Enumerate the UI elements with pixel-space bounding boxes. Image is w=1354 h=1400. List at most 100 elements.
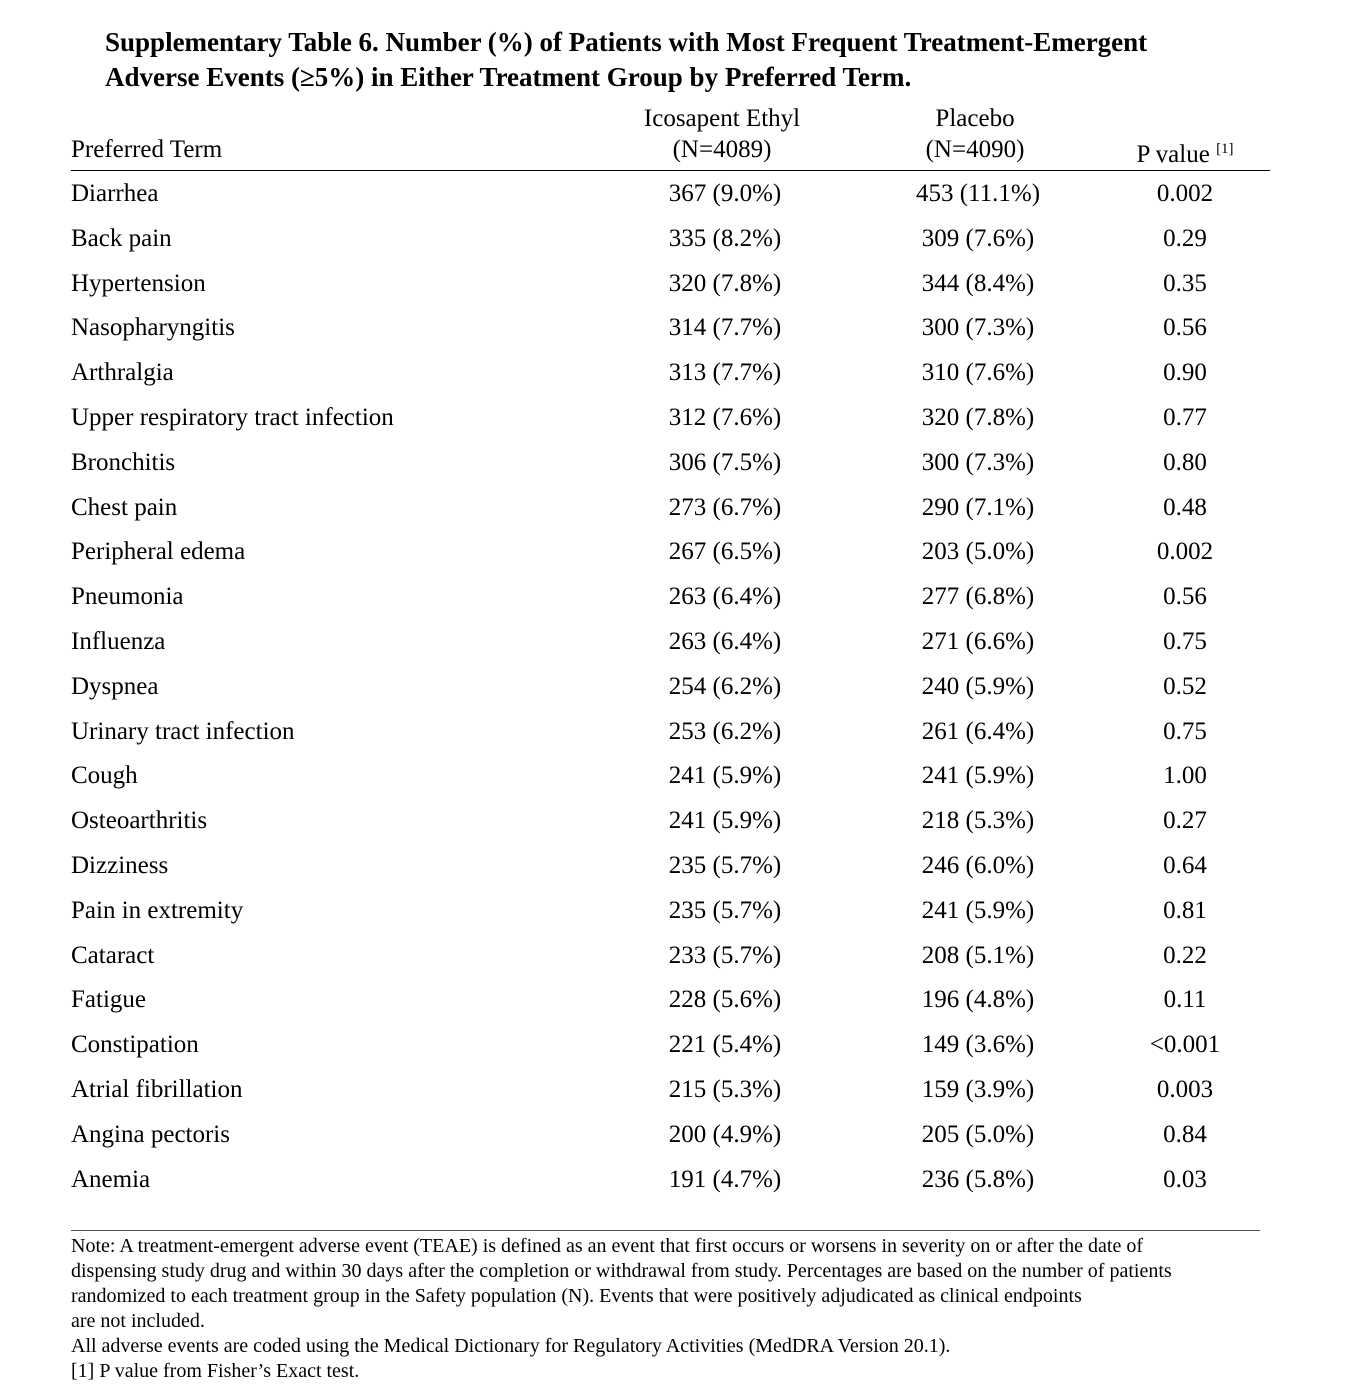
count-cell: 241 (5.9%): [668, 762, 782, 790]
term-cell: Pain in extremity: [71, 896, 244, 924]
term-cell: Atrial fibrillation: [71, 1076, 243, 1103]
term-cell: Bronchitis: [71, 448, 176, 476]
p-value-cell: 0.002: [1156, 180, 1214, 207]
column-header: Placebo: [935, 105, 1015, 132]
count-cell: 367 (9.0%): [668, 180, 782, 207]
count-cell: 253 (6.2%): [668, 717, 782, 745]
term-cell: Fatigue: [71, 986, 146, 1014]
count-cell: 344 (8.4%): [921, 269, 1035, 297]
count-cell: 149 (3.6%): [921, 1031, 1035, 1059]
count-cell: 335 (8.2%): [668, 224, 782, 252]
p-value-cell: 0.80: [1163, 448, 1207, 476]
p-value-cell: 0.90: [1163, 359, 1207, 387]
p-value-cell: 0.56: [1163, 314, 1207, 342]
count-cell: 196 (4.8%): [921, 986, 1035, 1014]
count-cell: 240 (5.9%): [921, 672, 1035, 700]
column-header: P value [1]: [1136, 134, 1233, 170]
count-cell: 277 (6.8%): [921, 583, 1035, 611]
count-cell: 215 (5.3%): [668, 1076, 782, 1103]
p-value-cell: 0.29: [1163, 224, 1207, 252]
column-header: (N=4090): [925, 136, 1025, 163]
count-cell: 309 (7.6%): [921, 224, 1035, 252]
term-cell: Diarrhea: [71, 180, 159, 207]
count-cell: 271 (6.6%): [921, 628, 1035, 655]
p-value-cell: 0.84: [1163, 1120, 1207, 1148]
p-value-cell: 0.64: [1163, 852, 1207, 879]
count-cell: 191 (4.7%): [668, 1165, 782, 1193]
term-cell: Dizziness: [71, 852, 169, 879]
count-cell: 306 (7.5%): [668, 448, 782, 476]
count-cell: 200 (4.9%): [668, 1120, 782, 1148]
note-line: [1] P value from Fisher’s Exact test.: [71, 1360, 360, 1382]
note-line: All adverse events are coded using the M…: [71, 1335, 951, 1357]
count-cell: 261 (6.4%): [921, 717, 1035, 745]
p-value-cell: 0.77: [1163, 404, 1207, 431]
count-cell: 300 (7.3%): [921, 448, 1035, 476]
term-cell: Back pain: [71, 224, 172, 252]
term-cell: Angina pectoris: [71, 1120, 230, 1148]
count-cell: 313 (7.7%): [668, 359, 782, 387]
term-cell: Peripheral edema: [71, 538, 246, 566]
count-cell: 246 (6.0%): [921, 852, 1035, 879]
p-value-cell: 0.75: [1163, 717, 1207, 745]
p-value-cell: 0.11: [1163, 986, 1207, 1014]
header-rule: [71, 170, 1270, 171]
p-value-cell: 0.48: [1163, 493, 1207, 521]
term-cell: Nasopharyngitis: [71, 314, 235, 342]
term-cell: Cough: [71, 762, 138, 790]
p-value-cell: 0.52: [1163, 672, 1207, 700]
term-cell: Dyspnea: [71, 672, 159, 700]
count-cell: 208 (5.1%): [921, 941, 1035, 969]
count-cell: 241 (5.9%): [921, 762, 1035, 790]
column-header: Icosapent Ethyl: [643, 105, 801, 132]
p-value-cell: 0.75: [1163, 628, 1207, 655]
footer-rule: [71, 1230, 1260, 1231]
p-value-cell: 0.81: [1163, 896, 1207, 924]
term-cell: Anemia: [71, 1165, 151, 1193]
p-value-cell: <0.001: [1149, 1031, 1221, 1059]
term-cell: Influenza: [71, 628, 166, 655]
p-value-cell: 0.35: [1163, 269, 1207, 297]
count-cell: 221 (5.4%): [668, 1031, 782, 1059]
p-value-cell: 0.27: [1163, 807, 1207, 835]
footnote-ref: [1]: [1216, 141, 1234, 157]
count-cell: 233 (5.7%): [668, 941, 782, 969]
note-line: are not included.: [71, 1310, 205, 1332]
count-cell: 241 (5.9%): [921, 896, 1035, 924]
p-value-cell: 1.00: [1163, 762, 1207, 790]
count-cell: 453 (11.1%): [915, 180, 1041, 207]
note-line: Note: A treatment-emergent adverse event…: [71, 1235, 1144, 1257]
count-cell: 310 (7.6%): [921, 359, 1035, 387]
count-cell: 267 (6.5%): [668, 538, 782, 566]
count-cell: 273 (6.7%): [668, 493, 782, 521]
term-cell: Urinary tract infection: [71, 717, 295, 745]
p-value-cell: 0.56: [1163, 583, 1207, 611]
column-header: (N=4089): [672, 136, 772, 163]
column-header: Preferred Term: [71, 136, 223, 163]
count-cell: 241 (5.9%): [668, 807, 782, 835]
term-cell: Osteoarthritis: [71, 807, 208, 835]
p-value-cell: 0.003: [1156, 1076, 1214, 1103]
count-cell: 300 (7.3%): [921, 314, 1035, 342]
count-cell: 159 (3.9%): [921, 1076, 1035, 1103]
column-header-text: P value: [1136, 141, 1210, 168]
count-cell: 263 (6.4%): [668, 583, 782, 611]
count-cell: 320 (7.8%): [668, 269, 782, 297]
count-cell: 320 (7.8%): [921, 404, 1035, 431]
count-cell: 218 (5.3%): [921, 807, 1035, 835]
term-cell: Chest pain: [71, 493, 178, 521]
count-cell: 263 (6.4%): [668, 628, 782, 655]
note-line: dispensing study drug and within 30 days…: [71, 1260, 1172, 1282]
note-line: randomized to each treatment group in th…: [71, 1285, 1082, 1307]
count-cell: 235 (5.7%): [668, 852, 782, 879]
count-cell: 290 (7.1%): [921, 493, 1035, 521]
term-cell: Upper respiratory tract infection: [71, 404, 394, 431]
count-cell: 254 (6.2%): [668, 672, 782, 700]
p-value-cell: 0.03: [1163, 1165, 1207, 1193]
count-cell: 205 (5.0%): [921, 1120, 1035, 1148]
term-cell: Constipation: [71, 1031, 199, 1059]
title-line: Adverse Events (≥5%) in Either Treatment…: [105, 62, 912, 92]
count-cell: 236 (5.8%): [921, 1165, 1035, 1193]
count-cell: 228 (5.6%): [668, 986, 782, 1014]
